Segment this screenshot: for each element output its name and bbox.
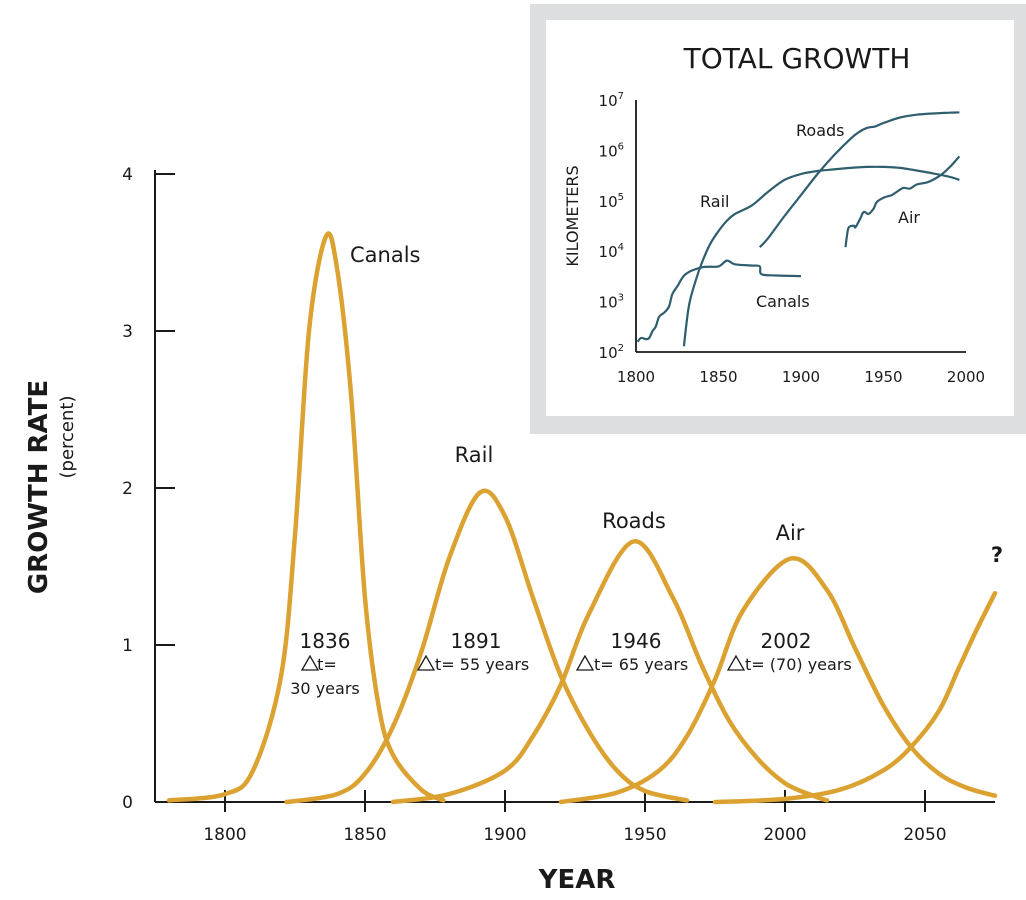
inset-series-label-roads: Roads (796, 121, 844, 140)
x-tick-label-1800: 1800 (203, 825, 246, 845)
peak-year-canals: 1836 (300, 629, 351, 653)
inset-x-tick-label-1950: 1950 (864, 368, 902, 386)
inset-series-label-rail: Rail (700, 192, 729, 211)
inset-x-tick-label-2000: 2000 (947, 368, 985, 386)
inset-title: TOTAL GROWTH (683, 42, 911, 75)
peak-year-rail: 1891 (451, 629, 502, 653)
inset-y-tick-label-7: 107 (599, 91, 624, 110)
x-tick-label-2000: 2000 (763, 825, 806, 845)
series-line-unknown (712, 590, 998, 805)
inset-series-line-canals (636, 259, 802, 343)
inset-y-tick-label-6: 106 (599, 141, 624, 160)
delta-icon (416, 654, 436, 671)
inset-axes: 102 103 104 105 106 107 1800 1850 1900 1950 2000 (599, 91, 986, 386)
x-tick-label-1950: 1950 (623, 825, 666, 845)
inset-curves (636, 111, 961, 347)
inset-x-tick-label-1900: 1900 (782, 368, 820, 386)
delta-text-air: t= (70) years (745, 655, 852, 674)
peak-year-air: 2002 (761, 629, 812, 653)
inset-series-line-roads (758, 111, 960, 248)
inset-series-label-canals: Canals (756, 292, 810, 311)
delta-icon (726, 654, 746, 671)
delta-text-roads: t= 65 years (594, 655, 688, 674)
series-line-canals (166, 231, 446, 803)
series-label-canals: Canals (350, 243, 421, 267)
y-tick-label-0: 0 (122, 793, 133, 813)
y-axis-title: GROWTH RATE (24, 380, 54, 594)
delta-text-rail: t= 55 years (435, 655, 529, 674)
delta-icon (575, 654, 595, 671)
series-label-air: Air (776, 521, 805, 545)
inset-panel (546, 20, 1014, 416)
y-tick-label-3: 3 (122, 322, 133, 342)
x-tick-label-1900: 1900 (483, 825, 526, 845)
inset-y-tick-label-5: 105 (599, 192, 624, 211)
series-label-roads: Roads (602, 509, 666, 533)
y-axis-subtitle: (percent) (57, 396, 78, 479)
series-line-air (558, 556, 998, 805)
series-label-rail: Rail (455, 443, 494, 467)
main-axes: 0 1 2 3 4 1800 1850 1900 1950 2000 2050 (122, 165, 995, 845)
delta-years-canals: 30 years (290, 679, 359, 698)
inset-series-line-rail (682, 165, 960, 347)
peak-year-roads: 1946 (611, 629, 662, 653)
inset-y-tick-label-3: 103 (599, 293, 624, 312)
inset-series-label-air: Air (898, 208, 920, 227)
y-tick-label-4: 4 (122, 165, 133, 185)
inset-series-line-air (844, 155, 961, 248)
delta-icon (300, 654, 320, 671)
series-line-rail (284, 488, 690, 805)
series-label-next-mode: ? (991, 543, 1003, 567)
inset-x-tick-label-1800: 1800 (617, 368, 655, 386)
y-tick-label-2: 2 (122, 479, 133, 499)
main-labels: Canals 1836 t= 30 years Rail 1891 t= 55 years R… (290, 243, 1003, 698)
inset-y-tick-label-2: 102 (599, 343, 624, 362)
delta-prefix-canals: t= (317, 655, 337, 674)
x-axis-title: YEAR (538, 865, 616, 895)
inset-y-axis-title: KILOMETERS (563, 165, 582, 266)
series-line-roads (390, 539, 830, 805)
x-tick-label-1850: 1850 (343, 825, 386, 845)
inset-labels: Canals Rail Roads Air (700, 121, 920, 311)
y-tick-label-1: 1 (122, 636, 133, 656)
main-curves (166, 231, 998, 805)
x-tick-label-2050: 2050 (903, 825, 946, 845)
inset-x-tick-label-1850: 1850 (699, 368, 737, 386)
inset-y-tick-label-4: 104 (599, 242, 624, 261)
